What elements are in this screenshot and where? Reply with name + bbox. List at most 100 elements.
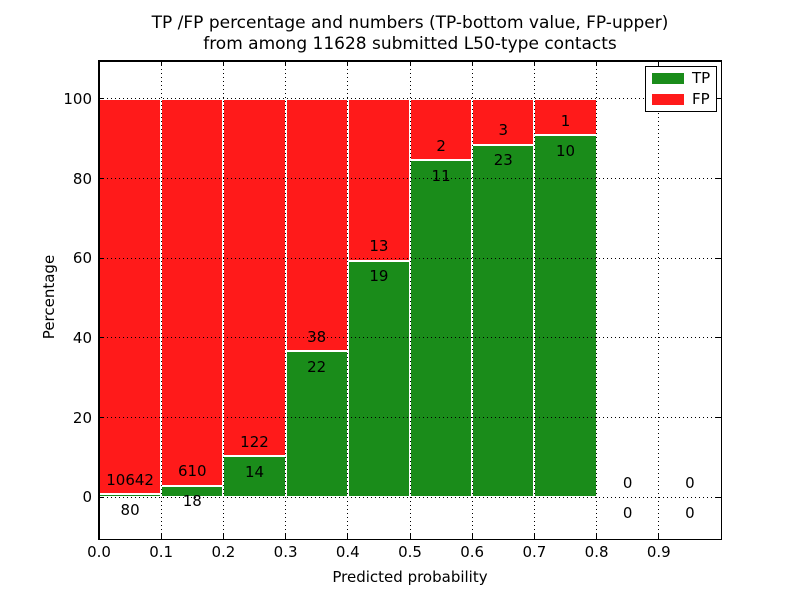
x-tick-label: 0.2 bbox=[211, 543, 236, 561]
bar-label-fp: 2 bbox=[436, 136, 446, 155]
x-tick-label: 0.4 bbox=[335, 543, 360, 561]
grid-line-vertical bbox=[596, 61, 598, 539]
bar-label-fp: 38 bbox=[307, 327, 327, 346]
bar-label-tp: 14 bbox=[244, 462, 265, 481]
x-tick-label: 0.5 bbox=[398, 543, 422, 561]
x-tick-mark-top bbox=[409, 61, 411, 66]
legend-row: FP bbox=[652, 92, 710, 107]
legend-label-tp: TP bbox=[692, 69, 711, 87]
y-tick-mark bbox=[99, 496, 104, 498]
x-tick-mark-top bbox=[658, 61, 660, 66]
bar-segment-fp bbox=[161, 98, 224, 486]
legend-swatch-tp bbox=[652, 73, 684, 84]
bar-segment-fp bbox=[472, 98, 535, 145]
bar-label-fp: 610 bbox=[177, 462, 207, 481]
plot-area: 10642 80 610 18 122 14 38 22 13 19 2 11 3 23 1 10 0 0 0 0 bbox=[98, 60, 722, 540]
bar-segment-fp bbox=[285, 98, 348, 352]
y-tick-label: 60 bbox=[72, 249, 92, 268]
y-tick-label: 80 bbox=[72, 169, 92, 188]
bar-label-tp: 0 bbox=[622, 503, 633, 522]
y-tick-mark-right bbox=[716, 98, 721, 100]
x-tick-mark-top bbox=[98, 61, 100, 66]
x-tick-label: 0.9 bbox=[646, 543, 671, 561]
axis-spine-right bbox=[720, 60, 722, 540]
x-tick-mark-top bbox=[471, 61, 473, 66]
grid-line-vertical bbox=[658, 61, 660, 539]
y-tick-mark bbox=[99, 178, 104, 179]
bar-segment-tp bbox=[285, 351, 348, 498]
x-tick-label: 0.6 bbox=[460, 543, 485, 561]
x-tick-mark bbox=[658, 534, 660, 539]
bar-segment-tp bbox=[99, 494, 162, 498]
y-tick-mark-right bbox=[716, 337, 721, 339]
bar-label-fp: 0 bbox=[685, 473, 695, 492]
x-tick-mark bbox=[285, 534, 287, 539]
bar-segment-fp bbox=[534, 98, 597, 136]
bar-label-fp: 3 bbox=[498, 121, 509, 140]
chart-title: TP /FP percentage and numbers (TP-bottom… bbox=[152, 13, 669, 55]
y-tick-mark bbox=[99, 98, 104, 100]
bar-label-tp: 19 bbox=[369, 267, 389, 286]
legend-row: TP bbox=[652, 71, 710, 86]
y-tick-label: 20 bbox=[72, 408, 92, 427]
y-tick-mark-right bbox=[716, 257, 721, 259]
grid-line-vertical bbox=[347, 61, 349, 539]
bar-label-fp: 0 bbox=[622, 473, 633, 492]
bar-label-tp: 23 bbox=[493, 151, 513, 170]
x-tick-mark-top bbox=[533, 61, 535, 66]
grid-line-vertical bbox=[471, 61, 473, 539]
bar-label-tp: 11 bbox=[431, 166, 451, 185]
y-tick-mark-right bbox=[716, 496, 721, 498]
bar-segment-fp bbox=[99, 98, 162, 495]
axis-spine-top bbox=[98, 60, 722, 62]
bar-label-tp: 10 bbox=[555, 141, 576, 160]
bar-segment-fp bbox=[223, 98, 286, 457]
y-tick-mark bbox=[99, 417, 104, 418]
x-tick-mark bbox=[596, 534, 598, 539]
legend-swatch-fp bbox=[652, 94, 684, 105]
grid-line-vertical bbox=[533, 61, 535, 539]
bar-label-tp: 0 bbox=[685, 503, 695, 522]
x-tick-label: 0.0 bbox=[87, 543, 111, 561]
x-axis-label: Predicted probability bbox=[332, 568, 488, 586]
x-tick-mark-top bbox=[285, 61, 287, 66]
x-tick-mark-top bbox=[347, 61, 349, 66]
x-tick-mark-top bbox=[596, 61, 598, 66]
y-tick-mark bbox=[99, 257, 104, 259]
x-tick-mark-top bbox=[222, 61, 224, 66]
x-tick-mark bbox=[533, 534, 535, 539]
y-tick-mark-right bbox=[716, 417, 721, 418]
bar-label-fp: 13 bbox=[369, 237, 389, 256]
x-tick-label: 0.8 bbox=[584, 543, 609, 561]
bar-segment-fp bbox=[347, 98, 410, 261]
chart-title-line2: from among 11628 submitted L50-type cont… bbox=[203, 34, 617, 54]
x-tick-mark bbox=[471, 534, 473, 539]
legend-label-fp: FP bbox=[692, 90, 710, 108]
grid-line-vertical bbox=[409, 61, 411, 539]
y-tick-label: 0 bbox=[82, 488, 92, 507]
bar-label-tp: 18 bbox=[182, 492, 202, 511]
bar-label-fp: 1 bbox=[560, 111, 571, 130]
bar-segment-tp bbox=[223, 456, 286, 498]
bar-segment-fp bbox=[410, 98, 473, 161]
bar-label-fp: 10642 bbox=[106, 470, 154, 489]
x-tick-mark-top bbox=[160, 61, 162, 66]
x-tick-label: 0.3 bbox=[273, 543, 298, 561]
y-tick-label: 40 bbox=[72, 328, 92, 347]
bar-segment-tp bbox=[347, 260, 410, 498]
x-tick-label: 0.7 bbox=[522, 543, 547, 561]
y-tick-mark-right bbox=[716, 178, 721, 179]
x-tick-mark bbox=[160, 534, 162, 539]
grid-line-vertical bbox=[222, 61, 224, 539]
x-tick-mark bbox=[347, 534, 349, 539]
bar-label-fp: 122 bbox=[240, 432, 269, 451]
grid-line-vertical bbox=[285, 61, 287, 539]
x-tick-mark bbox=[98, 534, 100, 539]
x-tick-mark bbox=[222, 534, 224, 539]
bar-segment-tp bbox=[472, 144, 535, 498]
legend: TP FP bbox=[645, 66, 718, 112]
grid-line-vertical bbox=[160, 61, 162, 539]
bar-segment-tp bbox=[161, 485, 224, 498]
bar-label-tp: 80 bbox=[120, 500, 140, 519]
